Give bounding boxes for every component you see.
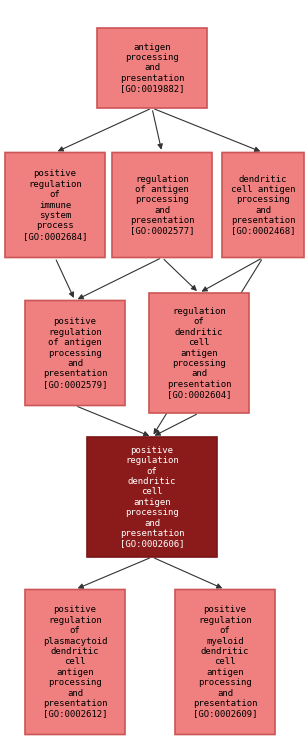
Text: antigen
processing
and
presentation
[GO:0019882]: antigen processing and presentation [GO:…	[120, 42, 184, 93]
FancyBboxPatch shape	[5, 153, 105, 258]
Text: positive
regulation
of
plasmacytoid
dendritic
cell
antigen
processing
and
presen: positive regulation of plasmacytoid dend…	[43, 606, 107, 718]
Text: positive
regulation
of antigen
processing
and
presentation
[GO:0002579]: positive regulation of antigen processin…	[43, 317, 107, 389]
Text: regulation
of
dendritic
cell
antigen
processing
and
presentation
[GO:0002604]: regulation of dendritic cell antigen pro…	[167, 307, 231, 399]
FancyBboxPatch shape	[97, 28, 207, 108]
Text: positive
regulation
of
immune
system
process
[GO:0002684]: positive regulation of immune system pro…	[23, 169, 87, 241]
Text: dendritic
cell antigen
processing
and
presentation
[GO:0002468]: dendritic cell antigen processing and pr…	[231, 174, 295, 235]
FancyBboxPatch shape	[25, 589, 125, 735]
FancyBboxPatch shape	[112, 153, 212, 258]
FancyBboxPatch shape	[87, 437, 217, 557]
Text: regulation
of antigen
processing
and
presentation
[GO:0002577]: regulation of antigen processing and pre…	[130, 174, 194, 235]
FancyBboxPatch shape	[175, 589, 275, 735]
FancyBboxPatch shape	[25, 300, 125, 405]
FancyBboxPatch shape	[222, 153, 304, 258]
Text: positive
regulation
of
myeloid
dendritic
cell
antigen
processing
and
presentatio: positive regulation of myeloid dendritic…	[193, 606, 257, 718]
Text: positive
regulation
of
dendritic
cell
antigen
processing
and
presentation
[GO:00: positive regulation of dendritic cell an…	[120, 446, 184, 548]
FancyBboxPatch shape	[149, 293, 249, 413]
